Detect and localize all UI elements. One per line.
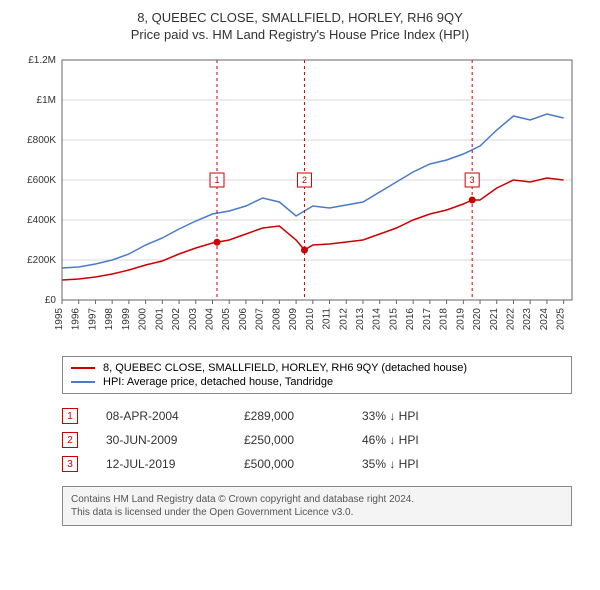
event-date: 08-APR-2004 [106,409,216,423]
svg-text:2004: 2004 [204,308,215,331]
event-diff: 33% ↓ HPI [362,409,419,423]
svg-text:2016: 2016 [405,308,416,331]
svg-text:2013: 2013 [355,308,366,331]
event-diff: 35% ↓ HPI [362,457,419,471]
event-diff: 46% ↓ HPI [362,433,419,447]
legend-swatch [71,381,95,383]
svg-text:1996: 1996 [71,308,82,331]
svg-text:2: 2 [302,175,307,185]
event-price: £250,000 [244,433,334,447]
svg-text:2017: 2017 [422,308,433,331]
svg-text:2025: 2025 [556,308,567,331]
svg-text:£1.2M: £1.2M [28,55,56,66]
plot-area: £0 £200K £400K £600K £800K £1M £1.2M 1 2 3 1995 199… [12,50,588,350]
events-table: 1 08-APR-2004 £289,000 33% ↓ HPI 2 30-JUN-200… [62,404,572,476]
chart-container: 8, QUEBEC CLOSE, SMALLFIELD, HORLEY, RH6… [0,0,600,534]
plot-svg: £0 £200K £400K £600K £800K £1M £1.2M 1 2 3 1995 199… [12,50,588,350]
svg-text:2009: 2009 [288,308,299,331]
svg-text:1: 1 [214,175,219,185]
legend-item: 8, QUEBEC CLOSE, SMALLFIELD, HORLEY, RH6… [71,361,563,375]
svg-text:1999: 1999 [121,308,132,331]
svg-text:2003: 2003 [188,308,199,331]
svg-text:2020: 2020 [472,308,483,331]
svg-text:£600K: £600K [27,175,56,186]
chart-title-line1: 8, QUEBEC CLOSE, SMALLFIELD, HORLEY, RH6… [12,10,588,25]
chart-title-line2: Price paid vs. HM Land Registry's House … [12,27,588,42]
svg-text:£200K: £200K [27,255,56,266]
legend-label: HPI: Average price, detached house, Tand… [103,376,333,388]
svg-text:3: 3 [470,175,475,185]
legend-item: HPI: Average price, detached house, Tand… [71,375,563,389]
svg-text:2023: 2023 [522,308,533,331]
svg-text:2012: 2012 [338,308,349,331]
svg-text:2011: 2011 [322,308,333,330]
legend-box: 8, QUEBEC CLOSE, SMALLFIELD, HORLEY, RH6… [62,356,572,394]
svg-text:2015: 2015 [388,308,399,331]
svg-text:2019: 2019 [455,308,466,331]
event-number-box: 3 [62,456,78,472]
legend-swatch [71,367,95,369]
svg-text:1998: 1998 [104,308,115,331]
svg-text:1997: 1997 [87,308,98,331]
event-row: 2 30-JUN-2009 £250,000 46% ↓ HPI [62,428,572,452]
svg-text:2022: 2022 [505,308,516,331]
svg-text:£800K: £800K [27,135,56,146]
footer-line1: Contains HM Land Registry data © Crown c… [71,493,563,506]
event-row: 1 08-APR-2004 £289,000 33% ↓ HPI [62,404,572,428]
svg-text:2000: 2000 [138,308,149,331]
event-row: 3 12-JUL-2019 £500,000 35% ↓ HPI [62,452,572,476]
svg-text:£0: £0 [45,295,57,306]
footer-line2: This data is licensed under the Open Gov… [71,506,563,519]
event-date: 30-JUN-2009 [106,433,216,447]
svg-text:2010: 2010 [305,308,316,331]
svg-text:2024: 2024 [539,308,550,331]
event-number-box: 1 [62,408,78,424]
svg-text:2005: 2005 [221,308,232,331]
event-date: 12-JUL-2019 [106,457,216,471]
svg-text:2008: 2008 [271,308,282,331]
svg-text:1995: 1995 [54,308,65,331]
svg-text:£1M: £1M [37,95,56,106]
event-price: £500,000 [244,457,334,471]
svg-text:£400K: £400K [27,215,56,226]
footer-box: Contains HM Land Registry data © Crown c… [62,486,572,526]
svg-text:2021: 2021 [489,308,500,331]
svg-text:2002: 2002 [171,308,182,331]
svg-text:2007: 2007 [255,308,266,331]
event-price: £289,000 [244,409,334,423]
svg-text:2014: 2014 [372,308,383,331]
event-number-box: 2 [62,432,78,448]
legend-label: 8, QUEBEC CLOSE, SMALLFIELD, HORLEY, RH6… [103,362,467,374]
svg-text:2006: 2006 [238,308,249,331]
svg-text:2018: 2018 [439,308,450,331]
svg-text:2001: 2001 [154,308,165,331]
